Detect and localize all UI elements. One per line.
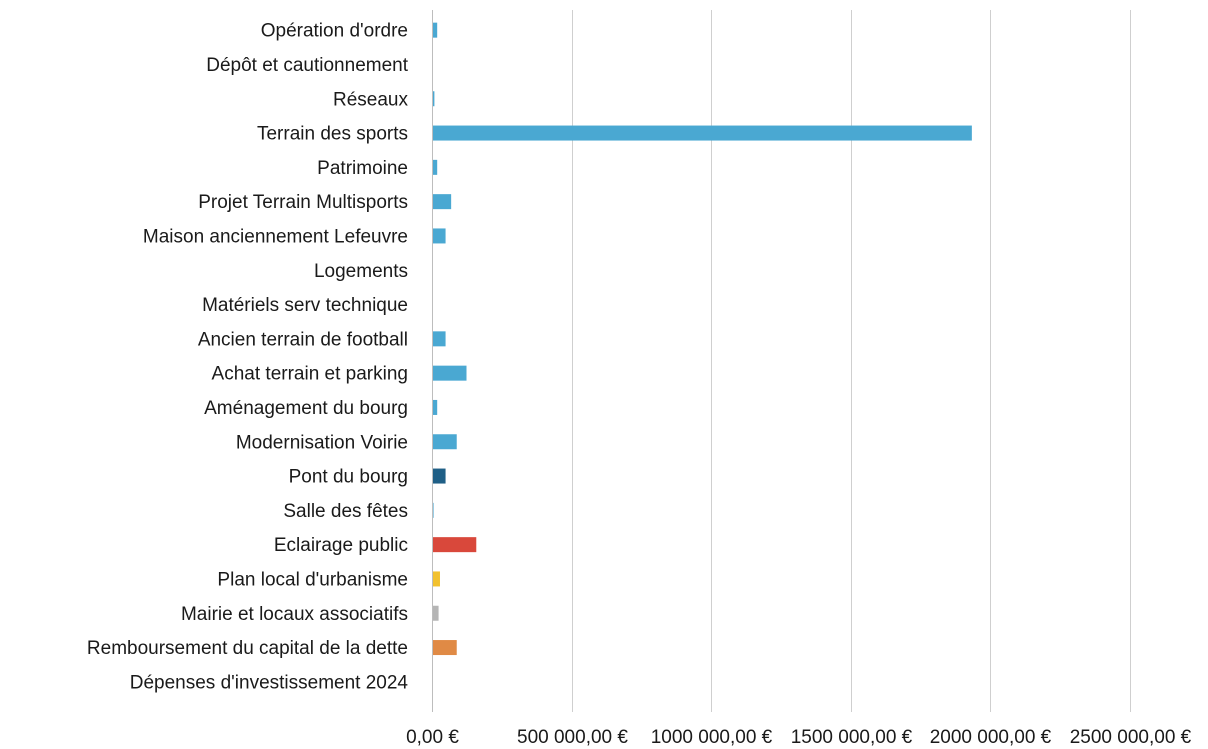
bar — [433, 22, 438, 38]
bar — [433, 125, 972, 141]
x-tick-label: 2500 000,00 € — [1070, 727, 1192, 748]
category-label: Dépôt et cautionnement — [206, 55, 408, 76]
x-tick-label: 1500 000,00 € — [791, 727, 913, 748]
category-label: Dépenses d'investissement 2024 — [130, 672, 409, 693]
bar — [433, 640, 457, 656]
category-label: Logements — [314, 261, 408, 282]
x-tick-label: 1000 000,00 € — [651, 727, 773, 748]
category-label: Projet Terrain Multisports — [198, 192, 408, 213]
bar — [433, 605, 439, 621]
x-tick-label: 2000 000,00 € — [930, 727, 1052, 748]
category-label: Maison anciennement Lefeuvre — [143, 226, 408, 247]
bar — [433, 331, 446, 347]
category-label: Plan local d'urbanisme — [217, 569, 408, 590]
x-tick-labels: 0,00 € 500 000,00 € 1000 000,00 € 1500 000,… — [406, 727, 1192, 748]
category-label: Ancien terrain de football — [198, 329, 408, 350]
bar — [433, 571, 440, 587]
category-label: Achat terrain et parking — [212, 364, 408, 385]
x-tick-label: 0,00 € — [406, 727, 459, 748]
category-label: Salle des fêtes — [283, 501, 408, 522]
category-label: Réseaux — [333, 89, 408, 110]
bar — [433, 399, 438, 415]
category-label: Opération d'ordre — [261, 21, 408, 42]
bar — [433, 434, 457, 450]
category-label: Mairie et locaux associatifs — [181, 604, 408, 625]
bars — [433, 22, 972, 656]
gridlines — [432, 10, 1131, 712]
category-label: Terrain des sports — [257, 124, 408, 145]
category-label: Patrimoine — [317, 158, 408, 179]
category-labels: Opération d'ordre Dépôt et cautionnement R… — [87, 21, 409, 694]
bar — [433, 502, 434, 518]
category-label: Pont du bourg — [289, 467, 408, 488]
bar — [433, 537, 477, 553]
category-label: Remboursement du capital de la dette — [87, 638, 408, 659]
bar — [433, 194, 452, 210]
bar — [433, 91, 435, 107]
bar — [433, 159, 438, 175]
category-label: Aménagement du bourg — [204, 398, 408, 419]
category-label: Matériels serv technique — [202, 295, 408, 316]
category-label: Eclairage public — [274, 535, 408, 556]
x-tick-label: 500 000,00 € — [517, 727, 628, 748]
bar — [433, 468, 446, 484]
bar — [433, 228, 446, 244]
category-label: Modernisation Voirie — [236, 432, 408, 453]
bar — [433, 365, 467, 381]
